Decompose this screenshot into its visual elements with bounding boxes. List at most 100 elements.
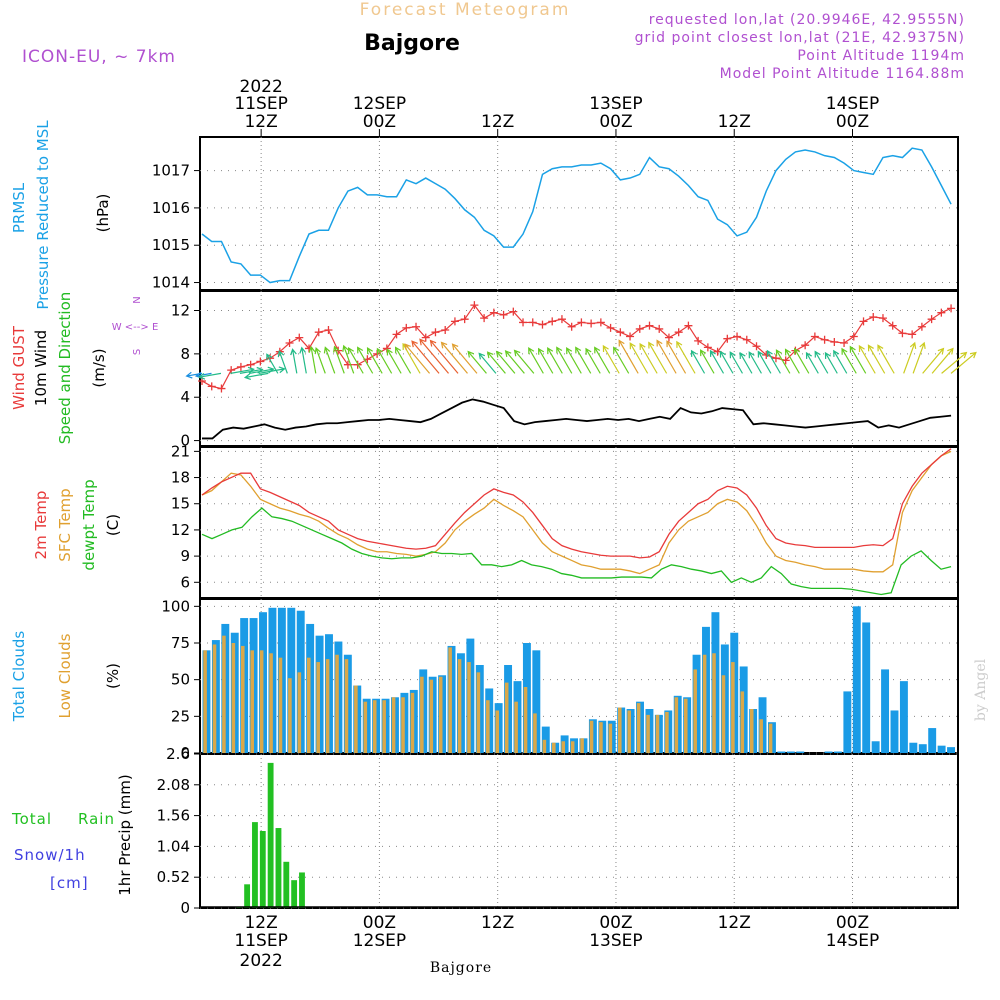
gust-marker (917, 322, 926, 331)
time-label-date-top: 13SEP (589, 94, 642, 114)
wind-arrow (805, 351, 819, 374)
model-label: ICON-EU, ~ 7km (22, 47, 176, 67)
wind-arrow (784, 348, 800, 374)
low-cloud-bar (740, 691, 745, 753)
gust-marker (295, 333, 304, 342)
time-label-date-bottom: 11SEP (234, 931, 287, 951)
rain-bar (244, 884, 251, 908)
wind-arrow (333, 345, 345, 374)
time-label-hour-top: 00Z (363, 112, 396, 132)
total-cloud-bar (928, 728, 937, 753)
gust-marker (801, 341, 810, 350)
watermark: by Angel (973, 658, 989, 721)
gust-marker (460, 315, 469, 324)
wind-arrow (290, 348, 298, 374)
gust-marker (314, 328, 323, 337)
low-cloud-bar (618, 707, 622, 753)
gust-marker (820, 335, 829, 344)
gust-marker (664, 333, 673, 342)
wind-label: 10m Wind (32, 330, 50, 406)
y-tick-label: 15 (171, 495, 190, 513)
gridpoint-coords: grid point closest lon,lat (21E, 42.9375… (635, 30, 965, 46)
time-label-date-bottom: 12SEP (353, 931, 406, 951)
gust-marker (840, 339, 849, 348)
gust-marker (723, 334, 732, 343)
total-clouds-label: Total Clouds (10, 631, 28, 723)
gust-marker (489, 308, 498, 317)
rain-bar (259, 831, 266, 908)
low-cloud-bar (438, 676, 443, 753)
gust-line (201, 304, 952, 390)
time-label-hour-bottom: 00Z (836, 913, 869, 933)
panel-frame-1 (199, 136, 959, 291)
low-cloud-bar (495, 710, 500, 753)
y-tick-label: 1.56 (157, 807, 190, 825)
wind-arrow (903, 341, 917, 374)
gust-marker (236, 362, 245, 371)
wind-arrow (404, 343, 431, 374)
gust-marker (626, 332, 635, 341)
y-tick-label: 0 (180, 744, 190, 762)
rain-bar (252, 822, 258, 908)
y-tick-label: 0 (180, 899, 190, 917)
low-cloud-bar (467, 662, 471, 753)
gust-marker (587, 319, 596, 328)
gust-marker (207, 382, 216, 391)
wind-arrow (922, 347, 945, 374)
low-cloud-bar (712, 653, 716, 753)
wind-arrow (419, 338, 449, 374)
rain-bar (291, 880, 298, 908)
time-label-hour-top: 00Z (836, 112, 869, 132)
low-cloud-bar (504, 682, 509, 753)
wind-arrow (613, 346, 630, 374)
panel-frame-5 (199, 753, 959, 909)
wind-arrow (676, 340, 696, 374)
low-cloud-bar (533, 713, 537, 753)
gust-marker (859, 317, 868, 326)
wind-arrow (824, 351, 838, 374)
y-tick-label: 9 (180, 547, 190, 565)
prmsl-unit: (hPa) (94, 194, 112, 233)
low-cloud-bar (476, 672, 481, 753)
wind-arrow (547, 347, 563, 374)
low-cloud-bar (231, 643, 236, 753)
plot-layer: 1014101510161017048126912151821025507510… (152, 77, 977, 971)
total-cloud-bar (899, 681, 908, 753)
total-cloud-bar (890, 710, 899, 753)
wind-arrow (841, 347, 857, 374)
gust-marker (733, 332, 742, 341)
wind-arrow (666, 340, 687, 374)
requested-coords: requested lon,lat (20.9946E, 42.9555N) (649, 12, 965, 28)
low-cloud-bar (278, 657, 283, 753)
model-altitude: Model Point Altitude 1164.88m (720, 66, 965, 82)
wind-arrow (347, 347, 364, 374)
gust-marker (674, 328, 683, 337)
wind-arrow (538, 347, 554, 374)
panel3-labels: 2m Temp SFC Temp dewpt Temp (C) (32, 479, 122, 570)
wind-arrow (566, 347, 582, 374)
low-cloud-bar (288, 678, 292, 753)
low-cloud-bar (646, 714, 650, 753)
prmsl-line (201, 147, 952, 284)
time-label-hour-bottom: 00Z (599, 913, 632, 933)
location-title: Bajgore (364, 31, 460, 56)
low-cloud-bar (552, 742, 556, 753)
wind-arrow (243, 372, 269, 380)
gust-marker (499, 310, 508, 319)
wind-arrow (602, 344, 620, 374)
wind-arrow (528, 347, 544, 374)
wind-arrow (394, 346, 412, 374)
y-tick-label: 21 (171, 442, 190, 460)
temp-unit: (C) (104, 514, 122, 536)
wind-arrow (618, 339, 639, 374)
y-tick-label: 1.04 (157, 837, 190, 855)
low-cloud-bar (674, 697, 679, 753)
low-cloud-bar (316, 662, 320, 753)
wind-arrow (639, 342, 658, 374)
gust-marker (285, 339, 294, 348)
low-cloud-bar (683, 698, 688, 753)
gust-marker (441, 326, 450, 335)
low-cloud-bar (589, 720, 594, 753)
total-cloud-bar (909, 742, 918, 753)
product-title: Forecast Meteogram (360, 0, 571, 20)
